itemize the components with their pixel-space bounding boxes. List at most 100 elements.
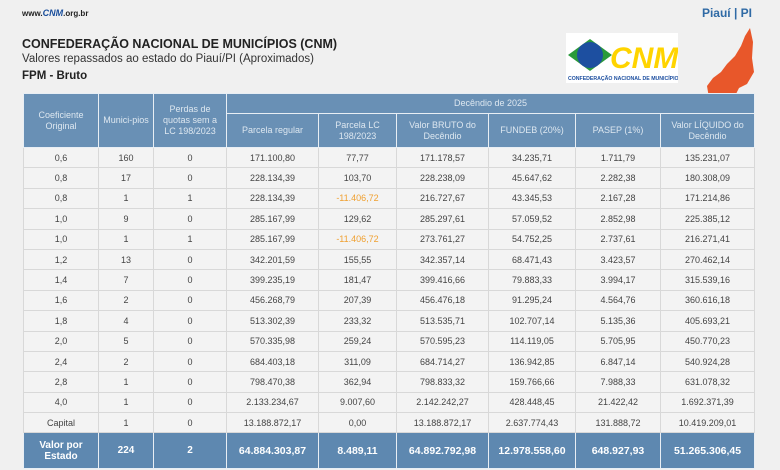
table-cell: 2.142.242,27 [396, 391, 489, 414]
site-url: www.CNM.org.br [22, 8, 89, 18]
table-row: Capital 1 0 13.188.872,17 0,00 13.188.872,17 2… [23, 412, 756, 434]
table-cell: 513.302,39 [226, 310, 319, 332]
table-cell: 103,70 [318, 167, 397, 189]
table-cell: 6.847,14 [575, 350, 661, 373]
table-cell: 456.268,79 [226, 289, 319, 312]
table-cell: 1,4 [23, 269, 99, 291]
table-cell: 1 [98, 187, 154, 210]
table-cell: 2.282,38 [575, 167, 661, 189]
table-cell: 160 [98, 146, 154, 169]
table-cell: 135.231,07 [659, 146, 756, 169]
table-cell: 456.476,18 [396, 289, 489, 312]
table-cell: 17 [98, 167, 154, 189]
table-cell: 0 [153, 167, 227, 189]
table-row: 4,0 1 0 2.133.234,67 9.007,60 2.142.242,27 428… [23, 391, 756, 414]
table-row: 2,0 5 0 570.335,98 259,24 570.595,23 114.119,0… [23, 330, 756, 352]
table-cell: 13.188.872,17 [396, 412, 489, 434]
table-cell: 2.852,98 [575, 208, 661, 230]
table-cell: 0 [153, 310, 227, 332]
header-col: Parcela regular [226, 113, 319, 148]
table-cell: 216.271,41 [659, 228, 756, 250]
table-row: 2,4 2 0 684.403,18 311,09 684.714,27 136.942,8… [23, 350, 756, 373]
table-cell: 181,47 [318, 269, 397, 291]
table-cell: 1 [98, 391, 154, 414]
table-cell: 5.705,95 [575, 330, 661, 352]
table-cell: 342.357,14 [396, 248, 489, 271]
total-cell: 8.489,11 [318, 432, 397, 470]
table-cell: 0 [153, 350, 227, 373]
table-cell: 270.462,14 [659, 248, 756, 271]
header-col: PASEP (1%) [575, 113, 661, 148]
state-label: Piauí | PI [701, 6, 752, 20]
table-cell: 428.448,45 [488, 391, 576, 414]
table-cell: 798.833,32 [396, 371, 489, 393]
total-cell: 648.927,93 [575, 432, 661, 470]
table-row: 1,0 9 0 285.167,99 129,62 285.297,61 57.059,52… [23, 208, 756, 230]
header-municipios: Munici-pios [98, 93, 154, 148]
table-cell: 45.647,62 [488, 167, 576, 189]
table-cell: 2 [98, 350, 154, 373]
table-cell: 1 [98, 371, 154, 393]
table-cell: 570.335,98 [226, 330, 319, 352]
header-col: Parcela LC 198/2023 [318, 113, 397, 148]
table-cell: 315.539,16 [659, 269, 756, 291]
table-cell: 2.167,28 [575, 187, 661, 210]
table-cell: 0 [153, 289, 227, 312]
table-cell: 4 [98, 310, 154, 332]
table-cell: 54.752,25 [488, 228, 576, 250]
table-cell: 0 [153, 208, 227, 230]
table-cell: 0 [153, 412, 227, 434]
table-cell: 631.078,32 [659, 371, 756, 393]
table-cell: 228.134,39 [226, 167, 319, 189]
table-cell: 4.564,76 [575, 289, 661, 312]
table-cell: 102.707,14 [488, 310, 576, 332]
table-cell: 13 [98, 248, 154, 271]
table-cell: 2,8 [23, 371, 99, 393]
table-row: 2,8 1 0 798.470,38 362,94 798.833,32 159.766,6… [23, 371, 756, 393]
table-cell: 1,8 [23, 310, 99, 332]
fpm-table: Coeficiente Original Munici-pios Perdas … [23, 93, 756, 470]
table-cell: 399.416,66 [396, 269, 489, 291]
table-cell: 1 [153, 187, 227, 210]
table-cell: 131.888,72 [575, 412, 661, 434]
table-cell: 259,24 [318, 330, 397, 352]
table-cell: 180.308,09 [659, 167, 756, 189]
table-row: 0,6 160 0 171.100,80 77,77 171.178,57 34.235,7… [23, 146, 756, 169]
table-cell: 43.345,53 [488, 187, 576, 210]
table-cell: 450.770,23 [659, 330, 756, 352]
header-coeficiente: Coeficiente Original [23, 93, 99, 148]
table-cell: 1,0 [23, 228, 99, 250]
table-cell: 228.238,09 [396, 167, 489, 189]
table-cell: 4,0 [23, 391, 99, 414]
table-cell: 311,09 [318, 350, 397, 373]
table-cell: 5 [98, 330, 154, 352]
table-cell: 7 [98, 269, 154, 291]
table-cell: 233,32 [318, 310, 397, 332]
table-cell: 2 [98, 289, 154, 312]
table-cell: 0 [153, 248, 227, 271]
table-row: 1,0 1 1 285.167,99 -11.406,72 273.761,27 54.75… [23, 228, 756, 250]
table-cell: 342.201,59 [226, 248, 319, 271]
table-cell: 1 [153, 228, 227, 250]
header-perdas: Perdas de quotas sem a LC 198/2023 [153, 93, 227, 148]
table-cell: 2.737,61 [575, 228, 661, 250]
table-cell: 5.135,36 [575, 310, 661, 332]
table-cell: 155,55 [318, 248, 397, 271]
table-cell: 0 [153, 330, 227, 352]
table-cell: 798.470,38 [226, 371, 319, 393]
table-cell: 513.535,71 [396, 310, 489, 332]
section-title: FPM - Bruto [22, 70, 88, 82]
table-cell: 171.100,80 [226, 146, 319, 169]
table-cell: 285.167,99 [226, 208, 319, 230]
table-row: 1,4 7 0 399.235,19 181,47 399.416,66 79.883,33… [23, 269, 756, 291]
cnm-logo: CNM CONFEDERAÇÃO NACIONAL DE MUNICÍPIOS [566, 33, 683, 83]
total-cell: 224 [98, 432, 154, 470]
table-cell: 362,94 [318, 371, 397, 393]
table-cell: 684.714,27 [396, 350, 489, 373]
total-cell: 64.884.303,87 [226, 432, 319, 470]
table-cell: 1.692.371,39 [659, 391, 756, 414]
table-cell: 7.988,33 [575, 371, 661, 393]
svg-text:CONFEDERAÇÃO NACIONAL DE MUNIC: CONFEDERAÇÃO NACIONAL DE MUNICÍPIOS [568, 74, 678, 82]
header-decendio: Decêndio de 2025 [225, 93, 756, 114]
table-cell: 684.403,18 [226, 350, 319, 373]
